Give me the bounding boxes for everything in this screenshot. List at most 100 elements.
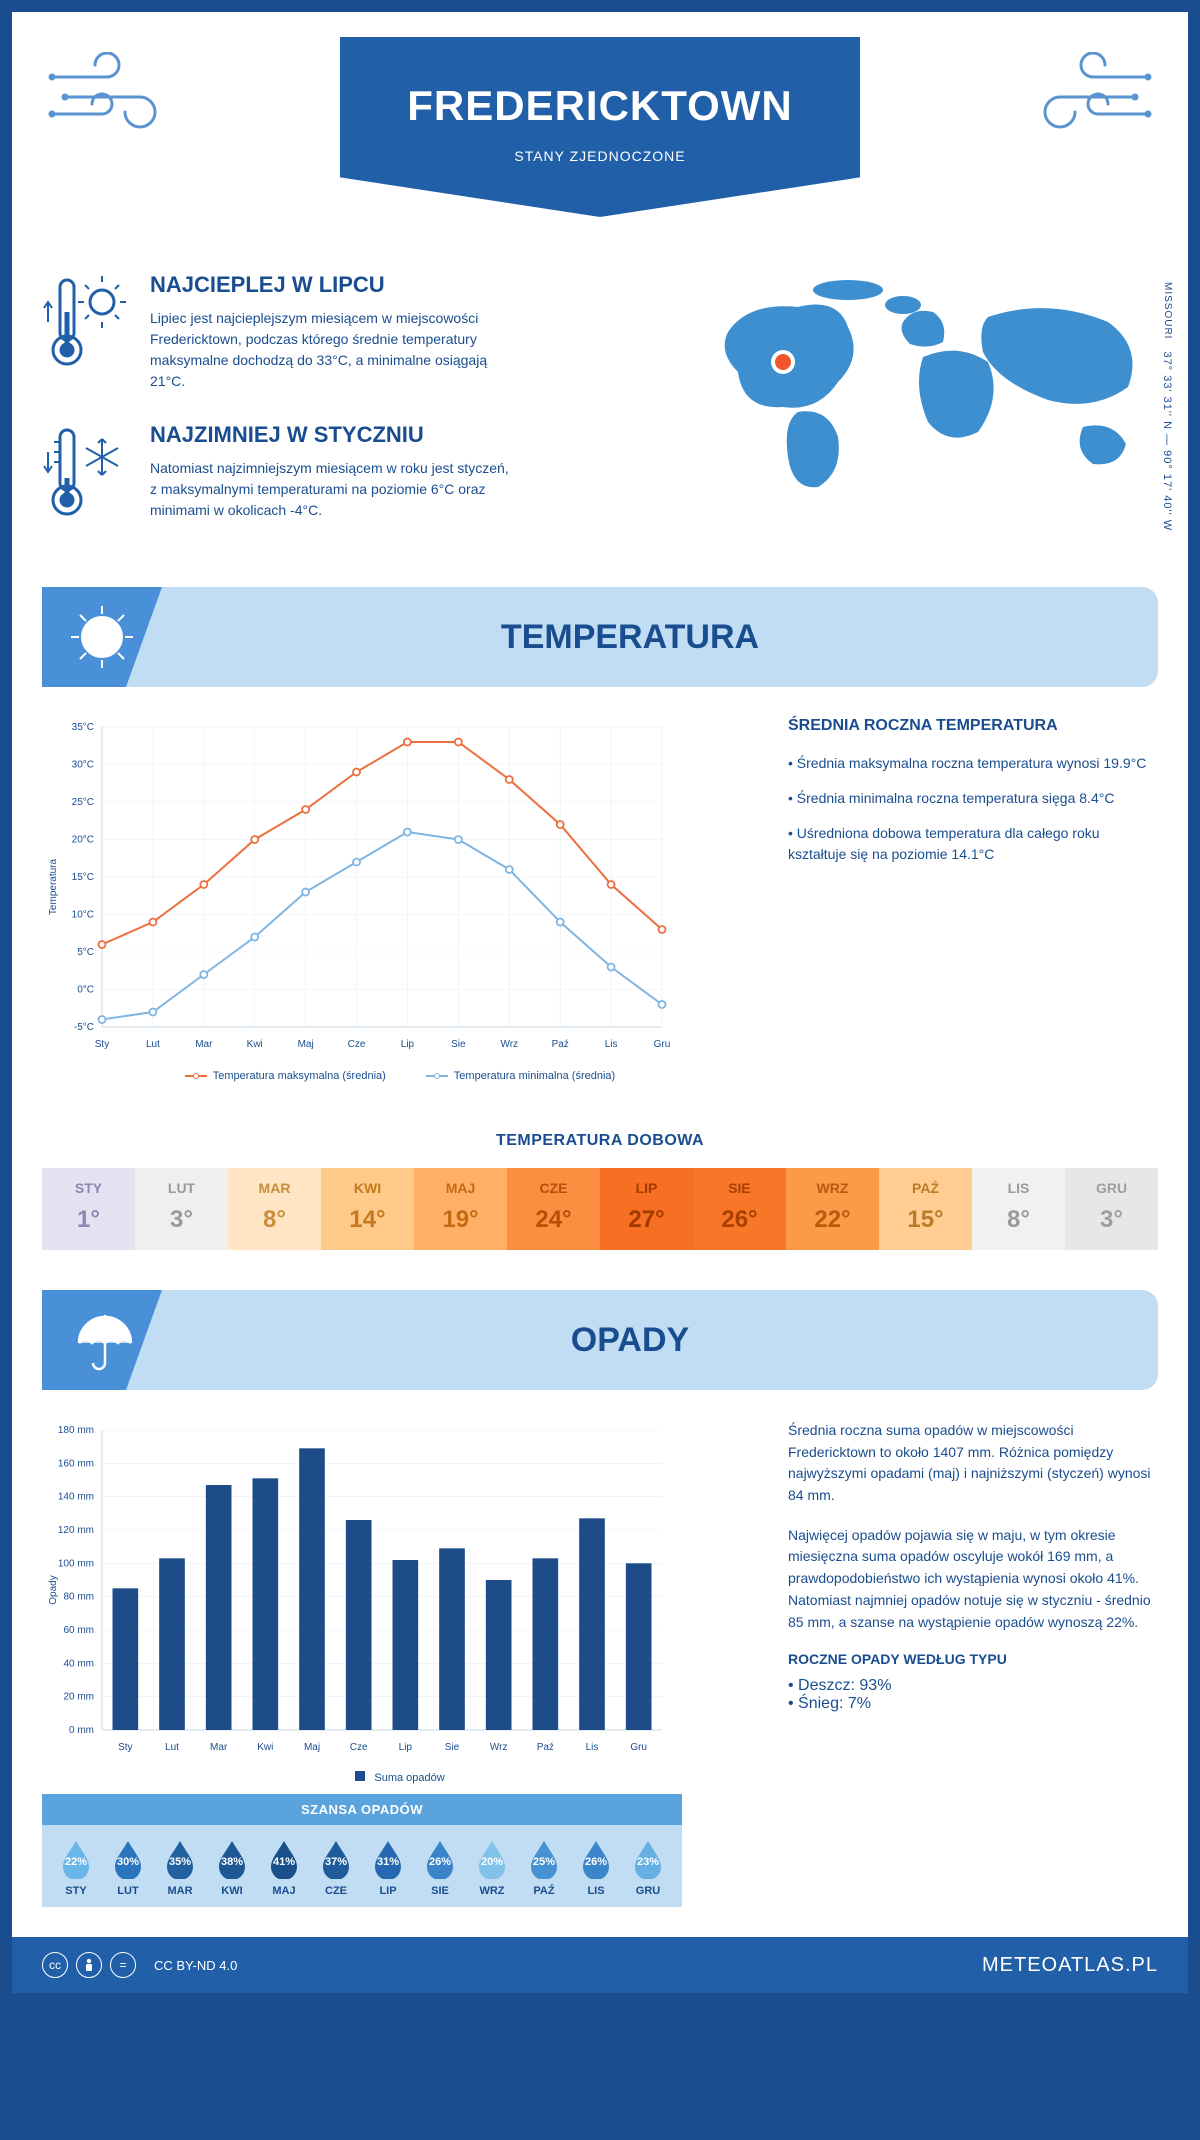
precip-snow: • Śnieg: 7%: [788, 1695, 1158, 1713]
daily-temp-cell: WRZ22°: [786, 1168, 879, 1250]
coordinates: MISSOURI 37° 33' 31'' N — 90° 17' 40'' W: [1161, 282, 1173, 531]
coords-text: 37° 33' 31'' N — 90° 17' 40'' W: [1161, 352, 1173, 532]
daily-temp-cell: LIP27°: [600, 1168, 693, 1250]
precip-legend-label: Suma opadów: [374, 1772, 444, 1784]
chance-cell: 25%PAŹ: [518, 1839, 570, 1897]
precip-rain: • Deszcz: 93%: [788, 1677, 1158, 1695]
svg-text:20 mm: 20 mm: [63, 1692, 94, 1703]
chance-title: SZANSA OPADÓW: [42, 1794, 682, 1825]
chance-grid: 22%STY30%LUT35%MAR38%KWI41%MAJ37%CZE31%L…: [42, 1825, 682, 1907]
precipitation-body: 0 mm20 mm40 mm60 mm80 mm100 mm120 mm140 …: [12, 1390, 1188, 1937]
footer: cc = CC BY-ND 4.0 METEOATLAS.PL: [12, 1937, 1188, 1993]
svg-text:Opady: Opady: [48, 1575, 59, 1604]
svg-text:0 mm: 0 mm: [69, 1725, 94, 1736]
map-column: MISSOURI 37° 33' 31'' N — 90° 17' 40'' W: [688, 272, 1158, 557]
svg-text:25°C: 25°C: [72, 797, 94, 808]
svg-text:35°C: 35°C: [72, 722, 94, 733]
precipitation-chart: 0 mm20 mm40 mm60 mm80 mm100 mm120 mm140 …: [42, 1420, 682, 1760]
chance-cell: 26%LIS: [570, 1839, 622, 1897]
svg-text:Sty: Sty: [95, 1039, 109, 1050]
temperature-body: -5°C0°C5°C10°C15°C20°C25°C30°C35°CTemper…: [12, 687, 1188, 1112]
svg-text:120 mm: 120 mm: [58, 1525, 94, 1536]
thermometer-snow-icon: [42, 422, 132, 527]
annual-temp-heading: ŚREDNIA ROCZNA TEMPERATURA: [788, 717, 1158, 735]
wind-icon: [1033, 52, 1153, 147]
hot-month-block: NAJCIEPLEJ W LIPCU Lipiec jest najcieple…: [42, 272, 658, 392]
daily-temp-cell: KWI14°: [321, 1168, 414, 1250]
by-icon: [76, 1952, 102, 1978]
daily-temp-cell: MAJ19°: [414, 1168, 507, 1250]
precip-type-heading: ROCZNE OPADY WEDŁUG TYPU: [788, 1651, 1158, 1667]
svg-text:Sty: Sty: [118, 1742, 132, 1753]
precipitation-title: OPADY: [102, 1321, 1158, 1360]
svg-text:Mar: Mar: [210, 1742, 228, 1753]
svg-text:15°C: 15°C: [72, 872, 94, 883]
svg-text:80 mm: 80 mm: [63, 1592, 94, 1603]
temp-bullet-1: • Średnia maksymalna roczna temperatura …: [788, 753, 1158, 774]
thermometer-sun-icon: [42, 272, 132, 392]
temperature-section-header: TEMPERATURA: [42, 587, 1158, 687]
page-root: FREDERICKTOWN STANY ZJEDNOCZONE NAJCIEPL…: [0, 0, 1200, 2005]
brand-name: METEOATLAS.PL: [982, 1954, 1158, 1977]
svg-text:Cze: Cze: [348, 1039, 366, 1050]
svg-text:Wrz: Wrz: [490, 1742, 508, 1753]
info-row: NAJCIEPLEJ W LIPCU Lipiec jest najcieple…: [12, 272, 1188, 587]
svg-text:Gru: Gru: [654, 1039, 671, 1050]
svg-text:Paź: Paź: [537, 1742, 554, 1753]
country-name: STANY ZJEDNOCZONE: [340, 148, 860, 164]
chance-cell: 23%GRU: [622, 1839, 674, 1897]
title-banner: FREDERICKTOWN STANY ZJEDNOCZONE: [340, 37, 860, 217]
precip-legend: Suma opadów: [42, 1771, 758, 1784]
svg-text:Paź: Paź: [552, 1039, 569, 1050]
daily-temp-cell: CZE24°: [507, 1168, 600, 1250]
svg-text:Kwi: Kwi: [247, 1039, 263, 1050]
cold-month-block: NAJZIMNIEJ W STYCZNIU Natomiast najzimni…: [42, 422, 658, 527]
precip-chance-box: SZANSA OPADÓW 22%STY30%LUT35%MAR38%KWI41…: [42, 1794, 682, 1907]
svg-text:Lis: Lis: [586, 1742, 599, 1753]
temp-bullet-3: • Uśredniona dobowa temperatura dla całe…: [788, 823, 1158, 865]
precipitation-section-header: OPADY: [42, 1290, 1158, 1390]
svg-text:Mar: Mar: [195, 1039, 213, 1050]
cold-text: Natomiast najzimniejszym miesiącem w rok…: [150, 458, 510, 521]
daily-temp-cell: PAŹ15°: [879, 1168, 972, 1250]
svg-text:160 mm: 160 mm: [58, 1458, 94, 1469]
svg-text:30°C: 30°C: [72, 760, 94, 771]
precip-p1: Średnia roczna suma opadów w miejscowośc…: [788, 1420, 1158, 1507]
svg-text:Sie: Sie: [445, 1742, 460, 1753]
svg-text:Kwi: Kwi: [257, 1742, 273, 1753]
hot-title: NAJCIEPLEJ W LIPCU: [150, 272, 510, 298]
svg-text:Gru: Gru: [630, 1742, 647, 1753]
daily-temp-cell: SIE26°: [693, 1168, 786, 1250]
chance-cell: 38%KWI: [206, 1839, 258, 1897]
daily-temp-cell: STY1°: [42, 1168, 135, 1250]
temperature-title: TEMPERATURA: [102, 618, 1158, 657]
svg-text:Lip: Lip: [401, 1039, 415, 1050]
svg-text:Lut: Lut: [146, 1039, 160, 1050]
chance-cell: 30%LUT: [102, 1839, 154, 1897]
legend-min: Temperatura minimalna (średnia): [454, 1070, 615, 1082]
chance-cell: 31%LIP: [362, 1839, 414, 1897]
umbrella-icon: [42, 1290, 162, 1390]
cc-icon: cc: [42, 1952, 68, 1978]
svg-text:Sie: Sie: [451, 1039, 466, 1050]
svg-text:0°C: 0°C: [77, 985, 94, 996]
chance-cell: 20%WRZ: [466, 1839, 518, 1897]
svg-text:Lis: Lis: [605, 1039, 618, 1050]
wind-icon: [47, 52, 167, 147]
state-label: MISSOURI: [1162, 282, 1173, 339]
cold-title: NAJZIMNIEJ W STYCZNIU: [150, 422, 510, 448]
chance-cell: 22%STY: [50, 1839, 102, 1897]
svg-text:10°C: 10°C: [72, 910, 94, 921]
world-map-icon: [688, 272, 1158, 502]
chance-cell: 37%CZE: [310, 1839, 362, 1897]
legend-max: Temperatura maksymalna (średnia): [213, 1070, 386, 1082]
hot-text: Lipiec jest najcieplejszym miesiącem w m…: [150, 308, 510, 392]
temperature-sidebar: ŚREDNIA ROCZNA TEMPERATURA • Średnia mak…: [788, 717, 1158, 1082]
daily-temp-cell: MAR8°: [228, 1168, 321, 1250]
license-block: cc = CC BY-ND 4.0: [42, 1952, 237, 1978]
svg-text:Wrz: Wrz: [500, 1039, 518, 1050]
header: FREDERICKTOWN STANY ZJEDNOCZONE: [12, 12, 1188, 272]
svg-text:-5°C: -5°C: [74, 1022, 94, 1033]
daily-temp-cell: GRU3°: [1065, 1168, 1158, 1250]
svg-text:5°C: 5°C: [77, 947, 94, 958]
